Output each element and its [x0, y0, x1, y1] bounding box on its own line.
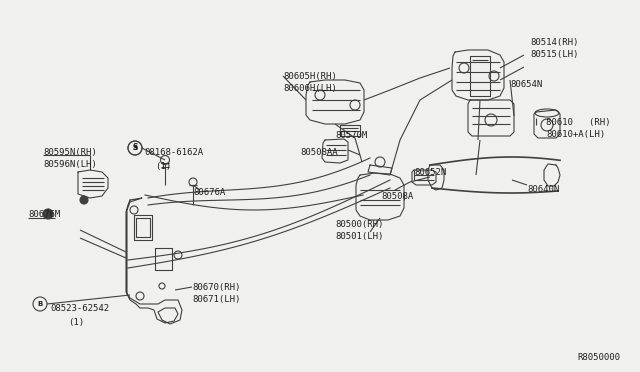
- Text: 80670(RH): 80670(RH): [192, 283, 241, 292]
- Text: 08168-6162A: 08168-6162A: [144, 148, 203, 157]
- Text: B: B: [37, 301, 43, 307]
- Text: 80596N(LH): 80596N(LH): [43, 160, 97, 169]
- Text: 80610   (RH): 80610 (RH): [546, 118, 611, 127]
- Text: 80570M: 80570M: [335, 131, 367, 140]
- Text: 80508AA: 80508AA: [300, 148, 338, 157]
- Text: 80501(LH): 80501(LH): [335, 232, 383, 241]
- Text: 80514(RH): 80514(RH): [530, 38, 579, 47]
- Text: 80610+A(LH): 80610+A(LH): [546, 130, 605, 139]
- Text: 80676M: 80676M: [28, 210, 60, 219]
- Text: (1): (1): [155, 162, 171, 171]
- Circle shape: [80, 196, 88, 204]
- Text: 80508A: 80508A: [381, 192, 413, 201]
- Text: 80640N: 80640N: [527, 185, 559, 194]
- Text: 80500(RH): 80500(RH): [335, 220, 383, 229]
- Text: 08523-62542: 08523-62542: [50, 304, 109, 313]
- Text: 80654N: 80654N: [510, 80, 542, 89]
- Text: 80676A: 80676A: [193, 188, 225, 197]
- Text: 80605H(RH): 80605H(RH): [283, 72, 337, 81]
- Text: 80652N: 80652N: [414, 168, 446, 177]
- Text: 80606H(LH): 80606H(LH): [283, 84, 337, 93]
- Text: R8050000: R8050000: [577, 353, 620, 362]
- Text: S: S: [132, 144, 138, 153]
- Text: (1): (1): [68, 318, 84, 327]
- Text: 80671(LH): 80671(LH): [192, 295, 241, 304]
- Text: 80515(LH): 80515(LH): [530, 50, 579, 59]
- Text: 80595N(RH): 80595N(RH): [43, 148, 97, 157]
- Text: S: S: [132, 145, 138, 151]
- Circle shape: [43, 209, 53, 219]
